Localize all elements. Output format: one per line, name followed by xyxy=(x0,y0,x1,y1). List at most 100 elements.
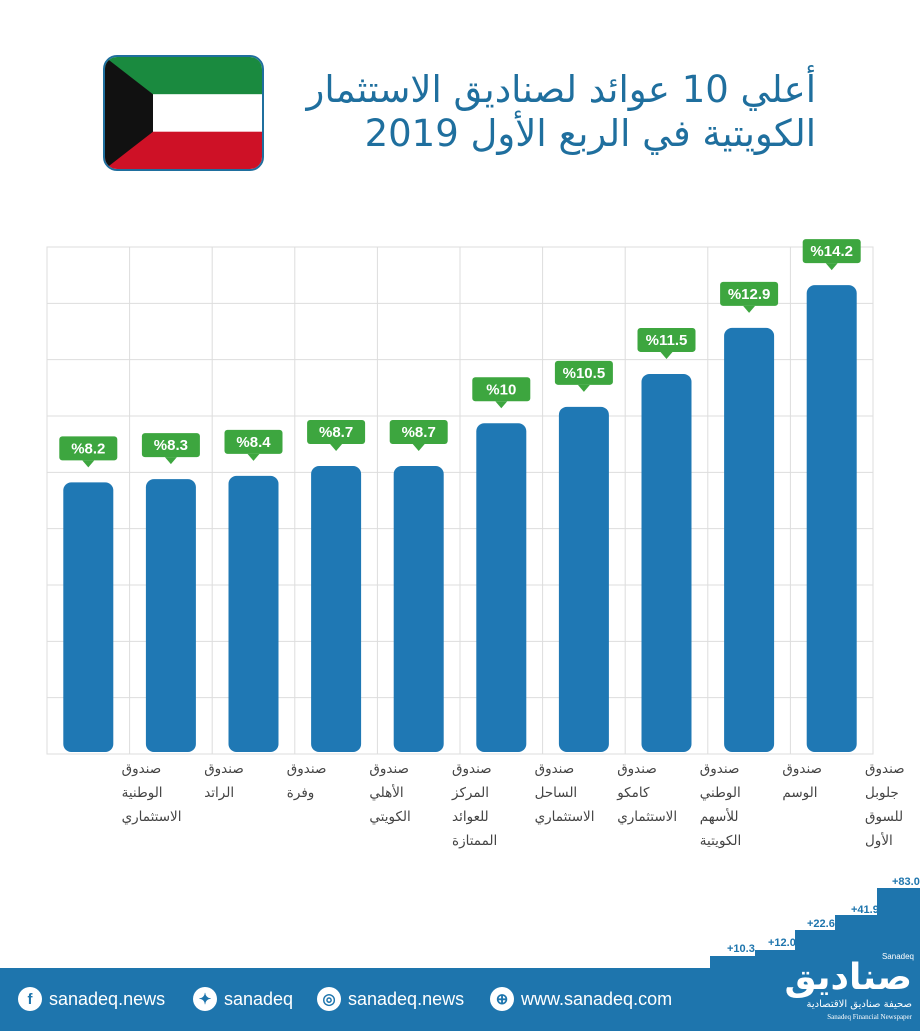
category-label: الوسم xyxy=(782,785,817,801)
twitter-icon: ✦ xyxy=(193,987,217,1011)
value-label-box xyxy=(720,281,779,306)
sanadeq-logo: Sanadeq صناديق صحيفة صناديق الاقتصادية S… xyxy=(785,952,920,1031)
bar xyxy=(806,285,857,752)
category-label: الاستثماري xyxy=(617,809,677,825)
category-label: الساحل xyxy=(535,785,578,801)
category-label: للسوق xyxy=(865,809,903,825)
step-block xyxy=(835,915,877,970)
bar xyxy=(228,475,279,752)
value-label-box xyxy=(472,377,531,402)
value-label-pointer xyxy=(247,453,260,461)
website-url: www.sanadeq.com xyxy=(521,988,673,1009)
value-label: %8.4 xyxy=(236,434,271,451)
chart-title-line2: الكويتية في الربع الأول 2019 xyxy=(364,112,816,155)
category-label: الوطنية xyxy=(122,785,163,801)
category-label: الأهلي xyxy=(369,784,403,801)
logo-main-text: صناديق xyxy=(784,957,912,998)
value-label-pointer xyxy=(495,401,508,409)
category-label: صندوق xyxy=(369,761,409,777)
twitter-handle: sanadeq xyxy=(224,988,294,1009)
logo-sub-arabic: صحيفة صناديق الاقتصادية xyxy=(806,999,912,1010)
category-label: صندوق xyxy=(535,761,575,777)
step-block xyxy=(755,950,795,970)
category-label: المركز xyxy=(451,785,489,801)
category-label: جلوبل xyxy=(865,785,899,801)
category-label: الكويتي xyxy=(369,809,410,825)
chart-title-line1: أعلي 10 عوائد لصناديق الاستثمار xyxy=(306,68,816,111)
category-label: صندوق xyxy=(782,761,822,777)
step-block xyxy=(877,888,920,970)
category-label: صندوق xyxy=(204,761,244,777)
category-label: الكويتية xyxy=(700,833,741,849)
category-label: للعوائد xyxy=(452,809,489,825)
kuwait-flag xyxy=(103,55,264,171)
growth-steps-graphic: +10.3 +12.0 +22.6 +41.9 +83.0 xyxy=(710,876,920,970)
value-label-box xyxy=(389,419,448,444)
value-label: %11.5 xyxy=(646,332,688,349)
bar xyxy=(724,327,775,752)
category-label: الاستثماري xyxy=(122,809,182,825)
globe-icon: ⊕ xyxy=(490,987,514,1011)
footer-bar xyxy=(0,968,920,1031)
category-label: الراتد xyxy=(204,785,234,801)
category-label: صندوق xyxy=(617,761,657,777)
bar xyxy=(476,423,527,752)
value-label-box xyxy=(141,433,200,458)
logo-small-text: Sanadeq xyxy=(881,952,914,961)
value-label: %8.3 xyxy=(154,437,188,454)
category-label: صندوق xyxy=(452,761,492,777)
value-label-box xyxy=(637,327,696,352)
facebook-link[interactable]: f sanadeq.news xyxy=(18,985,165,1013)
bar xyxy=(145,479,196,752)
value-label-box xyxy=(554,360,613,385)
category-label: الاستثماري xyxy=(535,809,595,825)
bar xyxy=(641,373,692,752)
step-label: +10.3 xyxy=(727,943,755,955)
step-label: +12.0 xyxy=(768,937,796,949)
chart-title: أعلي 10 عوائد لصناديق الاستثمار الكويتية… xyxy=(256,68,816,156)
category-label: صندوق xyxy=(700,761,740,777)
category-label: صندوق xyxy=(865,761,905,777)
category-label: الوطني xyxy=(700,785,741,801)
bar xyxy=(393,465,444,752)
value-label: %10 xyxy=(486,381,516,398)
step-block xyxy=(795,930,835,970)
value-label-pointer xyxy=(743,305,756,313)
value-label-pointer xyxy=(330,443,343,451)
value-label: %8.7 xyxy=(402,424,436,441)
category-label: صندوق xyxy=(122,761,162,777)
bar xyxy=(311,465,362,752)
category-label: للأسهم xyxy=(700,808,739,825)
value-label-box xyxy=(59,436,118,461)
value-label-box xyxy=(307,419,366,444)
category-label: كامكو xyxy=(616,785,650,801)
logo-sub-english: Sanadeq Financial Newspaper xyxy=(827,1013,912,1021)
category-label: وفرة xyxy=(287,785,315,801)
step-label: +41.9 xyxy=(851,904,879,916)
category-label: الممتازة xyxy=(452,833,497,849)
website-link[interactable]: ⊕ www.sanadeq.com xyxy=(490,985,672,1013)
value-label-pointer xyxy=(577,384,590,392)
value-label-box xyxy=(802,239,861,264)
value-label-pointer xyxy=(825,263,838,271)
bar xyxy=(63,482,114,752)
value-label: %8.2 xyxy=(71,440,105,457)
value-label-pointer xyxy=(660,351,673,359)
value-label: %8.7 xyxy=(319,424,353,441)
value-label: %12.9 xyxy=(728,286,771,303)
facebook-icon: f xyxy=(18,987,42,1011)
instagram-handle: sanadeq.news xyxy=(348,988,465,1009)
twitter-link[interactable]: ✦ sanadeq xyxy=(193,985,293,1013)
step-label: +22.6 xyxy=(807,918,835,930)
instagram-link[interactable]: ◎ sanadeq.news xyxy=(317,985,464,1013)
bar-chart: %8.2 صندوق الوطنية الاستثماري %8.3 صندوق الرات… xyxy=(46,239,905,849)
value-label: %10.5 xyxy=(563,365,606,382)
bar xyxy=(558,406,609,752)
facebook-handle: sanadeq.news xyxy=(49,988,166,1009)
step-block xyxy=(710,956,755,970)
instagram-icon: ◎ xyxy=(317,987,341,1011)
value-label-pointer xyxy=(164,457,177,465)
category-label: الأول xyxy=(865,832,893,849)
value-label: %14.2 xyxy=(810,243,853,260)
value-label-box xyxy=(224,429,283,454)
